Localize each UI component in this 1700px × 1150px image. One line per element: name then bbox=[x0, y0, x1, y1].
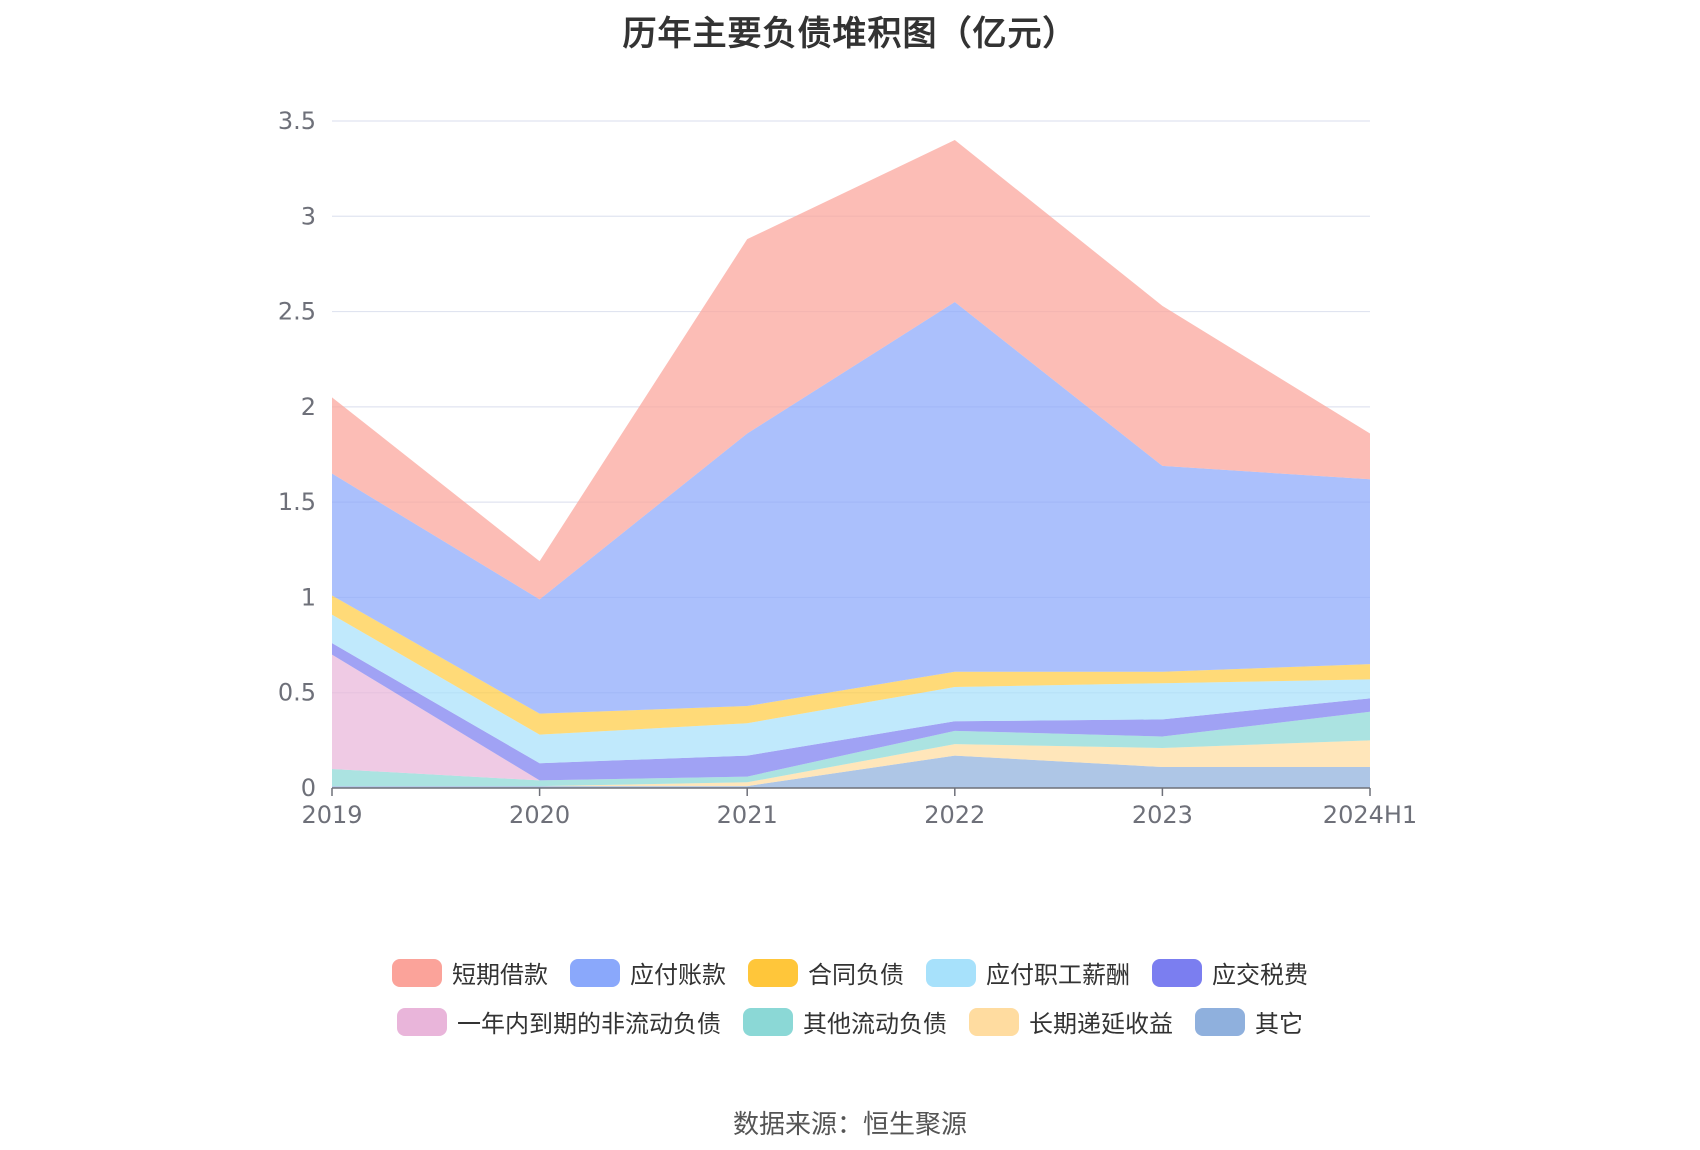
legend-swatch bbox=[748, 958, 798, 987]
y-tick-label: 3 bbox=[301, 202, 316, 230]
area-6 bbox=[332, 614, 1370, 764]
legend-label: 长期递延收益 bbox=[1029, 1010, 1173, 1038]
legend-item[interactable]: 应付账款 bbox=[570, 955, 726, 990]
stacked-area-chart: 0 0.5 1 1.5 2 2.5 3 3.5 2019 2020 2021 2022 2023 2024… bbox=[278, 107, 1417, 829]
area-series bbox=[332, 140, 1370, 788]
legend-item[interactable]: 短期借款 bbox=[392, 955, 548, 990]
y-tick-label: 3.5 bbox=[278, 107, 316, 135]
chart-title: 历年主要负债堆积图（亿元） bbox=[622, 14, 1078, 54]
legend-swatch bbox=[392, 958, 442, 987]
legend-item[interactable]: 其它 bbox=[1195, 1004, 1303, 1039]
legend-label: 其他流动负债 bbox=[803, 1010, 947, 1038]
legend-item[interactable]: 应交税费 bbox=[1152, 955, 1308, 990]
legend-label: 短期借款 bbox=[452, 961, 548, 989]
y-tick-label: 1 bbox=[301, 583, 316, 611]
area-8 bbox=[332, 302, 1370, 714]
x-tick-label: 2022 bbox=[924, 801, 985, 829]
legend-item[interactable]: 其他流动负债 bbox=[743, 1004, 947, 1039]
area-3 bbox=[332, 711, 1370, 787]
area-2 bbox=[332, 740, 1370, 787]
legend: 短期借款 应付账款 合同负债 应付职工薪酬 应交税费一年内到期的非流动负债 其他流动负债 长… bbox=[0, 955, 1700, 1039]
legend-item[interactable]: 一年内到期的非流动负债 bbox=[397, 1004, 721, 1039]
legend-label: 一年内到期的非流动负债 bbox=[457, 1010, 721, 1038]
y-tick-label: 1.5 bbox=[278, 488, 316, 516]
legend-swatch bbox=[969, 1007, 1019, 1036]
y-tick-label: 2 bbox=[301, 393, 316, 421]
legend-item[interactable]: 长期递延收益 bbox=[969, 1004, 1173, 1039]
x-tick-label: 2023 bbox=[1132, 801, 1193, 829]
legend-swatch bbox=[1152, 958, 1202, 987]
x-tick-label: 2021 bbox=[717, 801, 778, 829]
data-source: 数据来源：恒生聚源 bbox=[732, 1110, 967, 1140]
legend-item[interactable]: 应付职工薪酬 bbox=[926, 955, 1130, 990]
legend-label: 合同负债 bbox=[808, 961, 904, 989]
legend-item[interactable]: 合同负债 bbox=[748, 955, 904, 990]
x-tick-label: 2020 bbox=[509, 801, 570, 829]
legend-swatch bbox=[397, 1007, 447, 1036]
legend-row: 短期借款 应付账款 合同负债 应付职工薪酬 应交税费 bbox=[381, 955, 1319, 990]
y-tick-label: 0.5 bbox=[278, 679, 316, 707]
legend-label: 其它 bbox=[1255, 1010, 1303, 1038]
legend-label: 应付职工薪酬 bbox=[986, 961, 1130, 989]
y-tick-label: 0 bbox=[301, 774, 316, 802]
axes: 0 0.5 1 1.5 2 2.5 3 3.5 2019 2020 2021 2022 2023 2024… bbox=[278, 107, 1417, 829]
legend-label: 应付账款 bbox=[630, 961, 726, 989]
legend-swatch bbox=[570, 958, 620, 987]
legend-swatch bbox=[926, 958, 976, 987]
legend-swatch bbox=[1195, 1007, 1245, 1036]
x-tick-label: 2024H1 bbox=[1323, 801, 1417, 829]
area-4 bbox=[332, 654, 1370, 781]
legend-row: 一年内到期的非流动负债 其他流动负债 长期递延收益 其它 bbox=[386, 1004, 1314, 1039]
legend-label: 应交税费 bbox=[1212, 961, 1308, 989]
y-tick-label: 2.5 bbox=[278, 298, 316, 326]
area-1 bbox=[332, 755, 1370, 788]
legend-swatch bbox=[743, 1007, 793, 1036]
area-9 bbox=[332, 140, 1370, 600]
area-5 bbox=[332, 643, 1370, 781]
x-tick-label: 2019 bbox=[301, 801, 362, 829]
